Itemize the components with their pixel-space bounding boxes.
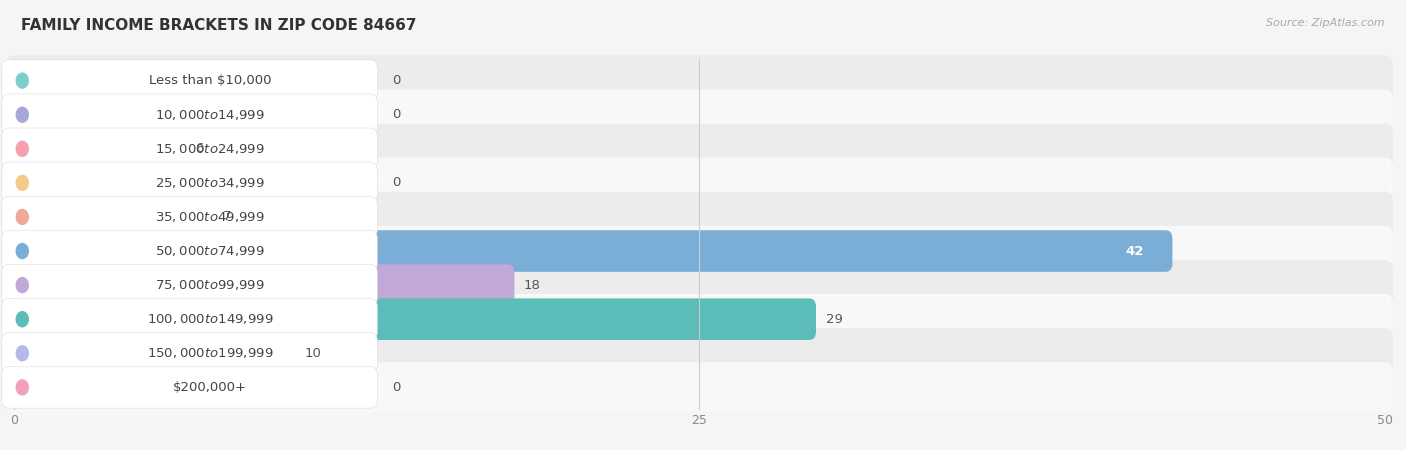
Text: 0: 0 (392, 381, 401, 394)
FancyBboxPatch shape (1, 162, 377, 204)
FancyBboxPatch shape (6, 362, 1393, 413)
FancyBboxPatch shape (6, 90, 1393, 140)
Text: 18: 18 (524, 279, 541, 292)
FancyBboxPatch shape (1, 230, 377, 272)
FancyBboxPatch shape (6, 55, 1393, 106)
Text: FAMILY INCOME BRACKETS IN ZIP CODE 84667: FAMILY INCOME BRACKETS IN ZIP CODE 84667 (21, 18, 416, 33)
FancyBboxPatch shape (6, 124, 1393, 174)
Text: $25,000 to $34,999: $25,000 to $34,999 (155, 176, 264, 190)
Text: Source: ZipAtlas.com: Source: ZipAtlas.com (1267, 18, 1385, 28)
Circle shape (17, 73, 28, 88)
Circle shape (17, 380, 28, 395)
Circle shape (17, 107, 28, 122)
Text: 6: 6 (195, 142, 204, 155)
FancyBboxPatch shape (7, 230, 1173, 272)
Text: 0: 0 (392, 176, 401, 189)
Circle shape (17, 346, 28, 361)
Circle shape (17, 278, 28, 292)
Text: $75,000 to $99,999: $75,000 to $99,999 (155, 278, 264, 292)
FancyBboxPatch shape (1, 128, 377, 170)
FancyBboxPatch shape (6, 260, 1393, 310)
FancyBboxPatch shape (7, 333, 295, 374)
FancyBboxPatch shape (6, 192, 1393, 242)
Text: 29: 29 (825, 313, 842, 326)
Text: 0: 0 (392, 74, 401, 87)
FancyBboxPatch shape (1, 264, 377, 306)
FancyBboxPatch shape (6, 328, 1393, 378)
FancyBboxPatch shape (7, 196, 212, 238)
Text: Less than $10,000: Less than $10,000 (149, 74, 271, 87)
FancyBboxPatch shape (7, 264, 515, 306)
Text: $50,000 to $74,999: $50,000 to $74,999 (155, 244, 264, 258)
Text: 7: 7 (222, 211, 231, 224)
Text: $10,000 to $14,999: $10,000 to $14,999 (155, 108, 264, 122)
Circle shape (17, 141, 28, 156)
Circle shape (17, 176, 28, 190)
Text: 42: 42 (1125, 244, 1143, 257)
FancyBboxPatch shape (1, 298, 377, 340)
FancyBboxPatch shape (1, 333, 377, 374)
FancyBboxPatch shape (7, 298, 815, 340)
FancyBboxPatch shape (1, 60, 377, 101)
FancyBboxPatch shape (6, 158, 1393, 208)
FancyBboxPatch shape (1, 367, 377, 408)
FancyBboxPatch shape (7, 128, 186, 170)
FancyBboxPatch shape (6, 226, 1393, 276)
Text: $150,000 to $199,999: $150,000 to $199,999 (146, 346, 273, 360)
FancyBboxPatch shape (1, 94, 377, 135)
Text: 10: 10 (305, 347, 322, 360)
Text: $200,000+: $200,000+ (173, 381, 247, 394)
FancyBboxPatch shape (1, 196, 377, 238)
Circle shape (17, 243, 28, 259)
FancyBboxPatch shape (6, 294, 1393, 344)
Text: $15,000 to $24,999: $15,000 to $24,999 (155, 142, 264, 156)
Circle shape (17, 209, 28, 225)
Text: 0: 0 (392, 108, 401, 121)
Circle shape (17, 312, 28, 327)
Text: $100,000 to $149,999: $100,000 to $149,999 (146, 312, 273, 326)
Text: $35,000 to $49,999: $35,000 to $49,999 (155, 210, 264, 224)
